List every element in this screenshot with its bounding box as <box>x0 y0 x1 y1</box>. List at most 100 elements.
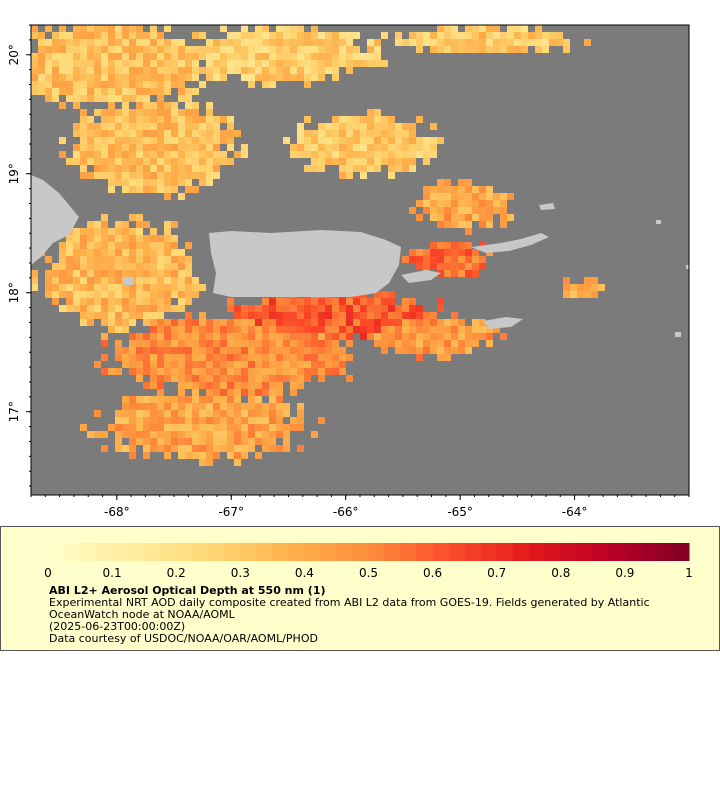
aod-cell <box>171 221 178 228</box>
aod-cell <box>360 144 367 151</box>
aod-cell <box>255 375 262 382</box>
aod-cell <box>234 431 241 438</box>
aod-cell <box>311 326 318 333</box>
aod-cell <box>227 340 234 347</box>
aod-cell <box>388 123 395 130</box>
aod-cell <box>136 158 143 165</box>
aod-cell <box>451 242 458 249</box>
aod-cell <box>122 256 129 263</box>
aod-cell <box>227 298 234 305</box>
aod-cell <box>346 144 353 151</box>
aod-cell <box>465 32 472 39</box>
aod-cell <box>136 130 143 137</box>
aod-cell <box>248 410 255 417</box>
aod-cell <box>185 368 192 375</box>
aod-cell <box>255 347 262 354</box>
aod-cell <box>122 109 129 116</box>
aod-cell <box>206 158 213 165</box>
aod-cell <box>346 354 353 361</box>
aod-cell <box>164 186 171 193</box>
aod-cell <box>178 354 185 361</box>
aod-cell <box>269 74 276 81</box>
aod-cell <box>290 53 297 60</box>
aod-cell <box>143 382 150 389</box>
aod-cell <box>234 32 241 39</box>
aod-cell <box>255 417 262 424</box>
aod-cell <box>311 158 318 165</box>
aod-cell <box>325 333 332 340</box>
aod-cell <box>73 249 80 256</box>
aod-cell <box>255 67 262 74</box>
aod-cell <box>157 235 164 242</box>
aod-cell <box>311 60 318 67</box>
aod-cell <box>101 116 108 123</box>
aod-cell <box>297 151 304 158</box>
aod-cell <box>206 389 213 396</box>
aod-cell <box>521 32 528 39</box>
aod-cell <box>129 39 136 46</box>
aod-cell <box>262 375 269 382</box>
aod-cell <box>199 431 206 438</box>
aod-cell <box>171 263 178 270</box>
aod-cell <box>276 431 283 438</box>
aod-cell <box>150 291 157 298</box>
aod-cell <box>430 340 437 347</box>
aod-cell <box>136 102 143 109</box>
aod-cell <box>269 53 276 60</box>
aod-cell <box>339 298 346 305</box>
aod-cell <box>304 326 311 333</box>
aod-cell <box>206 347 213 354</box>
aod-cell <box>262 382 269 389</box>
aod-cell <box>136 375 143 382</box>
aod-cell <box>178 249 185 256</box>
aod-cell <box>227 305 234 312</box>
aod-cell <box>101 25 108 32</box>
aod-cell <box>108 67 115 74</box>
aod-cell <box>437 221 444 228</box>
aod-cell <box>444 242 451 249</box>
aod-cell <box>129 81 136 88</box>
aod-cell <box>451 221 458 228</box>
aod-cell <box>150 298 157 305</box>
aod-cell <box>227 46 234 53</box>
aod-cell <box>206 172 213 179</box>
aod-cell <box>129 123 136 130</box>
aod-cell <box>234 375 241 382</box>
aod-cell <box>276 410 283 417</box>
aod-cell <box>255 431 262 438</box>
aod-cell <box>283 326 290 333</box>
aod-cell <box>178 172 185 179</box>
aod-cell <box>150 137 157 144</box>
aod-cell <box>388 137 395 144</box>
aod-cell <box>115 88 122 95</box>
aod-cell <box>283 438 290 445</box>
aod-cell <box>206 137 213 144</box>
aod-cell <box>115 445 122 452</box>
aod-cell <box>45 74 52 81</box>
aod-cell <box>472 326 479 333</box>
aod-cell <box>262 347 269 354</box>
aod-cell <box>220 410 227 417</box>
aod-cell <box>507 193 514 200</box>
aod-cell <box>437 242 444 249</box>
aod-cell <box>395 319 402 326</box>
aod-cell <box>80 60 87 67</box>
aod-cell <box>409 305 416 312</box>
aod-cell <box>325 354 332 361</box>
aod-cell <box>199 333 206 340</box>
aod-cell <box>290 305 297 312</box>
aod-cell <box>185 151 192 158</box>
aod-cell <box>374 109 381 116</box>
x-tick-label: -64° <box>562 505 588 519</box>
aod-cell <box>171 67 178 74</box>
aod-cell <box>136 60 143 67</box>
aod-cell <box>178 417 185 424</box>
aod-cell <box>227 417 234 424</box>
aod-cell <box>108 277 115 284</box>
aod-cell <box>213 389 220 396</box>
aod-cell <box>269 32 276 39</box>
legend-credit: Data courtesy of USDOC/NOAA/OAR/AOML/PHO… <box>49 632 318 645</box>
aod-cell <box>297 375 304 382</box>
aod-cell <box>108 39 115 46</box>
land-saba <box>656 220 661 224</box>
